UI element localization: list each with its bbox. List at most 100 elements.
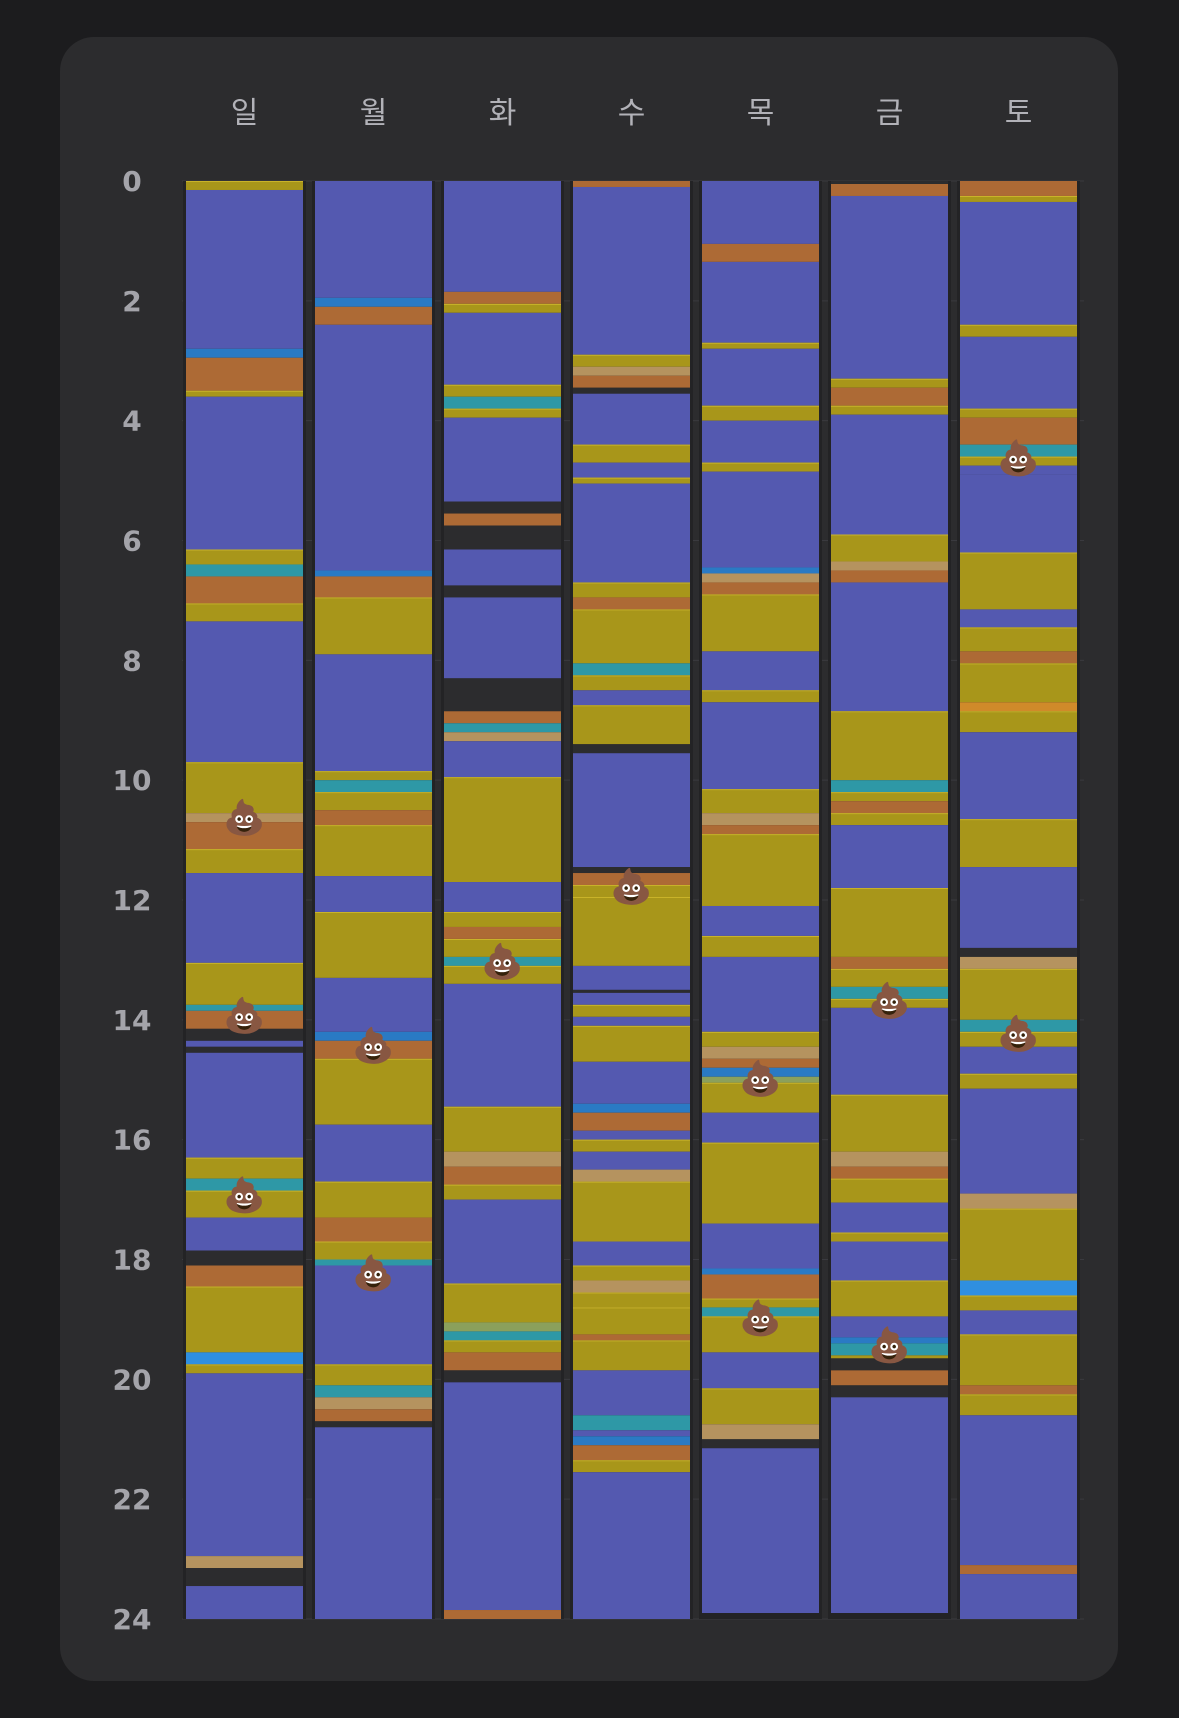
sleep-segment (960, 663, 1077, 703)
day-column (570, 181, 693, 1619)
day-label: 수 (618, 96, 646, 131)
sleep-segment (702, 1268, 819, 1275)
sleep-segment (186, 189, 303, 349)
sleep-segment (831, 1241, 948, 1281)
sleep-segment (702, 1352, 819, 1389)
sleep-segment (702, 956, 819, 1032)
sleep-segment (960, 181, 1077, 196)
sleep-segment (960, 465, 1077, 475)
day-label: 화 (489, 96, 517, 131)
sleep-segment (702, 420, 819, 463)
sleep-segment (831, 792, 948, 802)
sleep-segment (573, 1112, 690, 1131)
sleep-segment (573, 1025, 690, 1062)
sleep-segment (573, 1103, 690, 1113)
sleep-segment (702, 1439, 819, 1449)
day-column (828, 181, 951, 1619)
sleep-segment (831, 1151, 948, 1167)
sleep-segment (831, 1316, 948, 1338)
sleep-segment (702, 348, 819, 406)
sleep-segment (831, 968, 948, 987)
sleep-segment (444, 1382, 561, 1611)
sleep-segment (831, 405, 948, 415)
sleep-segment (831, 582, 948, 712)
sleep-segment (315, 825, 432, 877)
sleep-segment (960, 711, 1077, 733)
sleep-segment (315, 1124, 432, 1182)
sleep-segment (573, 992, 690, 1005)
sleep-segment (573, 1445, 690, 1461)
sleep-segment (831, 534, 948, 562)
sleep-segment (573, 1430, 690, 1437)
hour-tick-label: 22 (113, 1483, 152, 1516)
poop-icon: 💩 (223, 996, 265, 1036)
sleep-timeline-card: 0 2 4 6 8 10 12 14 16 18 20 22 24 일 월 화 수 목 금 토 💩 💩 💩 💩 💩 💩 💩 💩 💩 💩 💩… (60, 37, 1118, 1681)
poop-markers: 💩 💩 💩 💩 💩 💩 💩 💩 💩 💩 💩 💩 💩 (223, 439, 1039, 1366)
sleep-segment (960, 408, 1077, 418)
sleep-segment (315, 792, 432, 811)
poop-icon: 💩 (223, 798, 265, 838)
sleep-segment (573, 989, 690, 993)
sleep-segment (444, 983, 561, 1107)
hour-tick-label: 10 (113, 764, 152, 797)
sleep-segment (573, 1130, 690, 1140)
sleep-segment (702, 1031, 819, 1047)
sleep-segment (573, 597, 690, 610)
sleep-segment (702, 342, 819, 349)
sleep-segment (702, 834, 819, 906)
sleep-segment (444, 1370, 561, 1383)
sleep-segment (702, 471, 819, 568)
sleep-segment (444, 312, 561, 385)
hour-tick-label: 18 (113, 1244, 152, 1277)
sleep-segment (702, 825, 819, 835)
sleep-segment (831, 414, 948, 535)
hour-tick-label: 20 (113, 1363, 152, 1396)
sleep-segment (831, 1370, 948, 1386)
sleep-segment (960, 819, 1077, 868)
sleep-segment (960, 444, 1077, 457)
sleep-segment (573, 609, 690, 664)
day-column (441, 181, 564, 1619)
sleep-segment (315, 576, 432, 598)
sleep-segment (573, 1151, 690, 1170)
sleep-segment (831, 181, 948, 184)
sleep-segment (702, 651, 819, 691)
sleep-segment (315, 1181, 432, 1218)
day-columns (183, 181, 1080, 1619)
sleep-segment (186, 621, 303, 763)
sleep-segment (186, 1004, 303, 1011)
sleep-segment (186, 1046, 303, 1053)
hour-tick-label: 14 (113, 1004, 152, 1037)
sleep-segment (831, 1232, 948, 1242)
sleep-segment (702, 1082, 819, 1113)
sleep-segment (315, 654, 432, 772)
sleep-segment (186, 762, 303, 814)
sleep-segment (186, 1250, 303, 1266)
sleep-segment (960, 1394, 1077, 1416)
day-column (312, 181, 435, 1619)
sleep-segment (186, 1586, 303, 1619)
sleep-segment (831, 780, 948, 793)
sleep-segment (186, 1028, 303, 1041)
sleep-segment (315, 1397, 432, 1410)
sleep-segment (315, 771, 432, 781)
sleep-segment (960, 609, 1077, 628)
sleep-segment (831, 813, 948, 826)
sleep-segment (573, 675, 690, 691)
sleep-segment (186, 1373, 303, 1557)
sleep-segment (960, 956, 1077, 969)
sleep-segment (444, 303, 561, 313)
sleep-segment (186, 1157, 303, 1179)
sleep-segment (444, 777, 561, 883)
sleep-segment (960, 1565, 1077, 1575)
sleep-segment (960, 1208, 1077, 1281)
sleep-segment (831, 561, 948, 571)
sleep-segment (186, 1352, 303, 1365)
sleep-segment (186, 1040, 303, 1047)
sleep-segment (573, 705, 690, 745)
sleep-segment (702, 1067, 819, 1077)
sleep-segment (315, 977, 432, 1032)
sleep-segment (315, 1217, 432, 1242)
hour-tick-label: 24 (113, 1603, 152, 1636)
sleep-segment (315, 780, 432, 793)
